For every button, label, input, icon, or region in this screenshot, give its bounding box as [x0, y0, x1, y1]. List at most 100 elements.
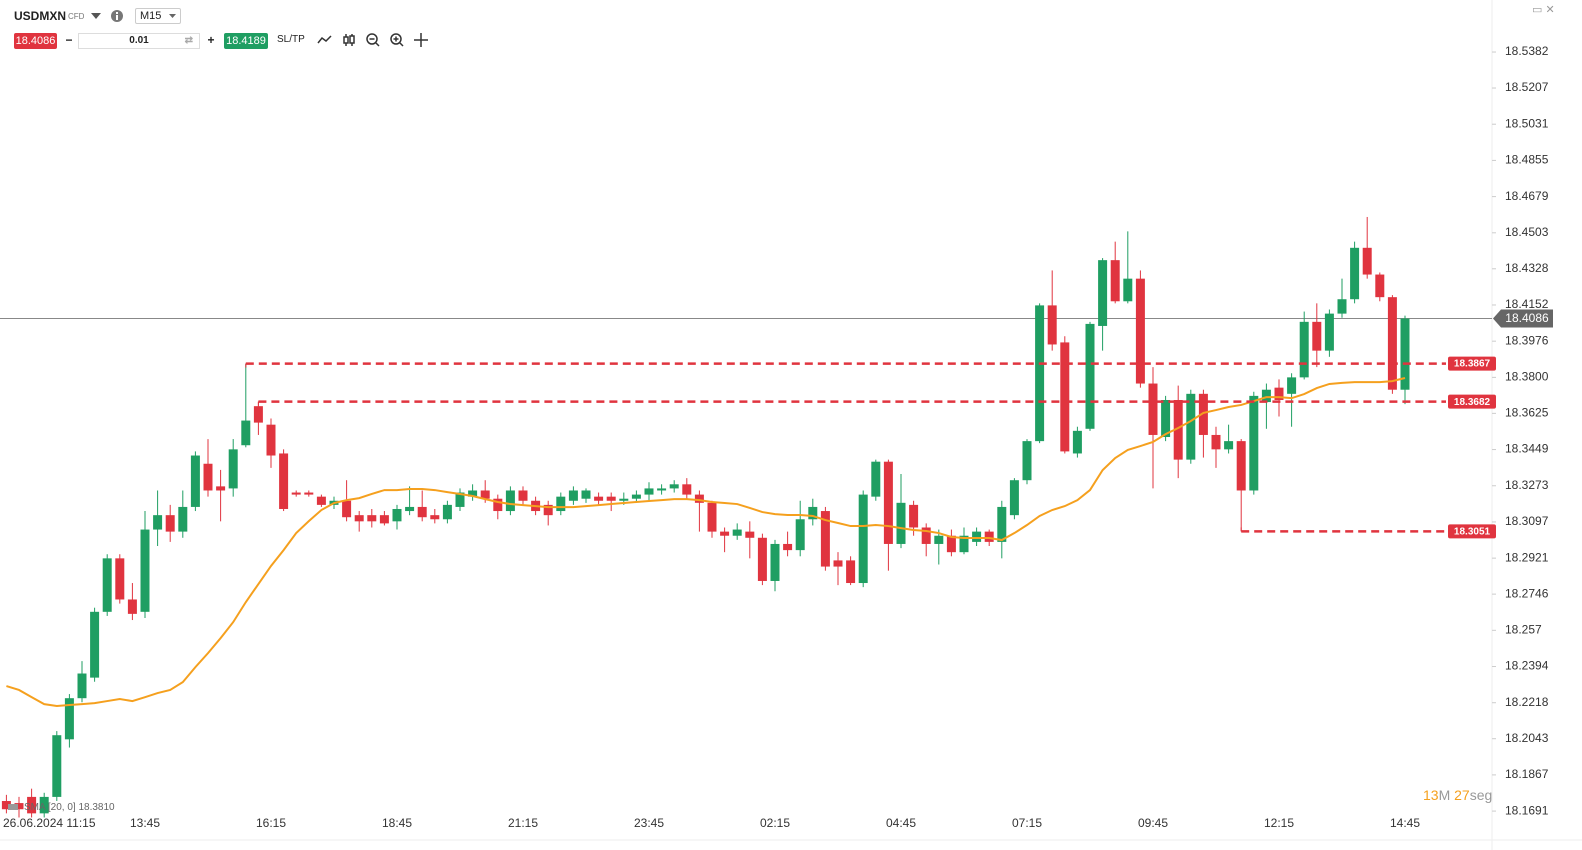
- y-tick-label: 18.3097: [1505, 514, 1549, 528]
- candle-body: [354, 515, 364, 522]
- x-tick-label: 07:15: [1012, 816, 1042, 830]
- candle-body: [871, 461, 881, 497]
- level-label-bg: [1448, 356, 1496, 371]
- y-tick-label: 18.5031: [1505, 116, 1549, 130]
- candle-body: [543, 504, 553, 516]
- candle-body: [64, 698, 74, 740]
- candle-body: [1072, 430, 1082, 454]
- candle-body: [745, 531, 755, 538]
- symbol[interactable]: USDMXN: [14, 9, 67, 23]
- timeframe: M15: [140, 10, 162, 22]
- sell-button[interactable]: 18.4086: [14, 33, 57, 49]
- swap-icon[interactable]: ⇄: [184, 35, 193, 46]
- buy-button[interactable]: 18.4189: [224, 33, 268, 49]
- candle-body: [808, 506, 818, 520]
- caret: [169, 14, 176, 18]
- x-tick-label: 13:45: [130, 816, 160, 830]
- candle-body: [480, 490, 490, 499]
- zoom-out-icon[interactable]: [366, 33, 380, 47]
- candle-body: [1047, 305, 1057, 345]
- candle-body: [1198, 393, 1208, 435]
- y-tick-label: 18.4152: [1505, 297, 1549, 311]
- y-tick-label: 18.2043: [1505, 731, 1549, 745]
- candle-body: [770, 543, 780, 581]
- candle-body: [1387, 297, 1397, 390]
- last-price-label: 18.4086: [1505, 311, 1549, 325]
- candle-body: [468, 490, 478, 497]
- last-price-label-bg: [1493, 309, 1553, 328]
- y-tick-label: 18.1867: [1505, 767, 1549, 781]
- level-label-bg: [1448, 524, 1496, 539]
- candle-body: [972, 531, 982, 542]
- candle-body: [707, 502, 717, 532]
- symbol-dropdown[interactable]: [91, 13, 101, 19]
- plus-button[interactable]: +: [207, 33, 215, 47]
- candle-icon[interactable]: [343, 34, 355, 46]
- candle-body: [1362, 247, 1372, 275]
- candle-body: [1186, 393, 1196, 460]
- minus-button[interactable]: −: [65, 33, 73, 47]
- countdown-minutes: 13: [1423, 787, 1439, 803]
- candle-body: [1022, 441, 1032, 481]
- candle-body: [581, 490, 591, 499]
- x-tick-label: 16:15: [256, 816, 286, 830]
- info-icon[interactable]: [111, 10, 123, 22]
- sltp-button[interactable]: SL/TP: [277, 34, 305, 45]
- candle-body: [909, 504, 919, 528]
- candle-body: [430, 515, 440, 520]
- candle-body: [783, 543, 793, 551]
- candle-body: [165, 515, 175, 532]
- candle-body: [1236, 441, 1246, 491]
- countdown: 13M 27seg: [1423, 787, 1492, 803]
- tool-icons: [317, 33, 428, 47]
- candle-body: [1135, 278, 1145, 384]
- candle-body: [1085, 323, 1095, 429]
- y-tick-label: 18.2218: [1505, 695, 1549, 709]
- candle-body: [392, 508, 402, 522]
- candle-body: [1287, 377, 1297, 394]
- x-tick-label: 23:45: [634, 816, 664, 830]
- countdown-seconds: 27: [1454, 787, 1470, 803]
- y-tick-label: 18.5382: [1505, 44, 1549, 58]
- line-chart-icon[interactable]: [317, 35, 332, 44]
- level-label: 18.3682: [1454, 397, 1491, 408]
- pan-icon[interactable]: [414, 33, 428, 47]
- candle-body: [594, 496, 604, 501]
- candle-body: [606, 496, 616, 501]
- timeframe-select[interactable]: M15: [135, 8, 181, 24]
- candle-body: [795, 519, 805, 551]
- candle-body: [1123, 278, 1133, 302]
- candle-body: [1173, 399, 1183, 460]
- candle-body: [1009, 480, 1019, 516]
- candle-body: [1, 801, 11, 810]
- zoom-in-icon[interactable]: [390, 33, 404, 47]
- candle-body: [505, 490, 515, 512]
- candle-body: [493, 498, 503, 512]
- candle-body: [140, 529, 150, 612]
- candle-body: [1274, 387, 1284, 400]
- candle-body: [342, 500, 352, 518]
- candle-body: [846, 560, 856, 584]
- volume-input[interactable]: 0.01 ⇄: [78, 33, 200, 49]
- x-tick-label: 02:15: [760, 816, 790, 830]
- candle-body: [405, 506, 415, 512]
- candle-body: [228, 449, 238, 489]
- candle-body: [190, 455, 200, 507]
- y-tick-label: 18.1691: [1505, 803, 1549, 817]
- y-tick-label: 18.2394: [1505, 659, 1549, 673]
- x-tick-label: 09:45: [1138, 816, 1168, 830]
- window-controls[interactable]: ▭ ✕: [1532, 4, 1555, 16]
- x-tick-label: 21:15: [508, 816, 538, 830]
- candle-body: [52, 735, 62, 797]
- candle-body: [631, 494, 641, 499]
- candle-body: [858, 494, 868, 584]
- candle-body: [1161, 399, 1171, 438]
- candle-body: [304, 492, 314, 495]
- y-tick-label: 18.4679: [1505, 189, 1549, 203]
- candle-body: [455, 492, 465, 507]
- candle-body: [896, 502, 906, 544]
- candle-body: [518, 490, 528, 501]
- candle-body: [1035, 305, 1045, 442]
- indicator-legend[interactable]: SMA [20, 0] 18.3810: [24, 802, 115, 813]
